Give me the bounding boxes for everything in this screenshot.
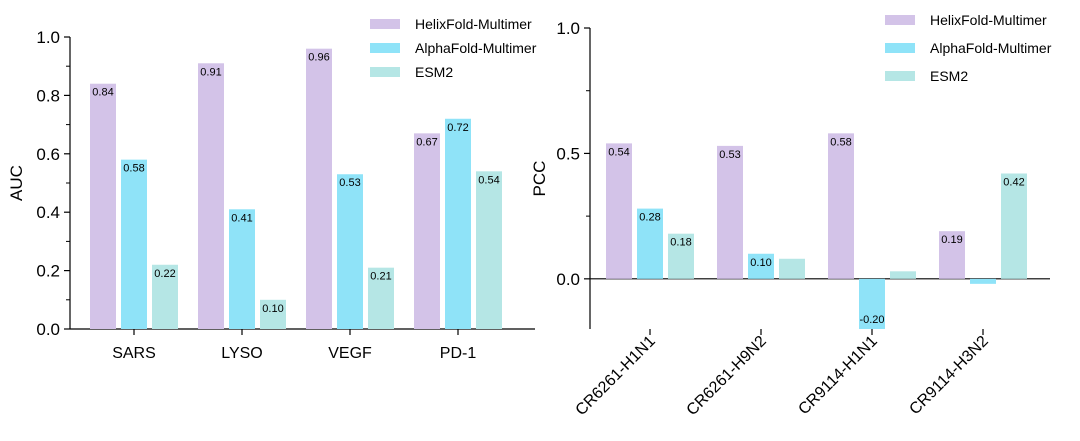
data-label: 0.28	[639, 212, 660, 224]
data-label: 0.67	[416, 136, 437, 148]
bar	[90, 83, 116, 329]
data-label: 0.22	[154, 268, 175, 280]
chart-1: 0.0 0.2 0.4 0.6 0.8 1.0 AUC 0.84 0.58 0.22 SARS 0.9…	[7, 16, 537, 362]
y-tick-label: 1.0	[556, 19, 580, 38]
legend: HelixFold-Multimer AlphaFold-Multimer ESM2	[370, 16, 537, 80]
y-tick-label: 0.4	[36, 203, 60, 222]
data-label: 0.10	[750, 257, 771, 269]
data-label: 0.19	[941, 234, 962, 246]
legend-label: ESM2	[930, 68, 968, 84]
legend-label: ESM2	[415, 64, 453, 80]
data-label: 0.41	[231, 212, 252, 224]
bar	[476, 171, 502, 329]
bar	[121, 159, 147, 329]
data-label: -0.20	[859, 314, 884, 326]
y-tick-label: 0.0	[36, 320, 60, 339]
data-label: 0.42	[1003, 176, 1024, 188]
bar	[717, 145, 743, 279]
bar	[152, 264, 178, 329]
x-tick-label: PD-1	[440, 345, 477, 362]
bar	[414, 133, 440, 329]
legend-swatch	[885, 15, 915, 25]
data-label: 0.54	[608, 146, 629, 158]
y-axis-title: PCC	[530, 161, 549, 197]
bar	[939, 231, 965, 279]
bar	[890, 271, 916, 279]
data-label: 0.53	[339, 177, 360, 189]
bar	[748, 253, 774, 279]
bar	[368, 267, 394, 329]
y-tick-label: 0.0	[556, 270, 580, 289]
bar	[198, 63, 224, 329]
legend-label: AlphaFold-Multimer	[415, 40, 537, 56]
data-label: 0.72	[447, 122, 468, 134]
legend: HelixFold-Multimer AlphaFold-Multimer ESM2	[885, 12, 1052, 84]
data-label: 0.58	[830, 136, 851, 148]
bar	[1001, 173, 1027, 279]
bar	[337, 174, 363, 329]
x-tick-label: CR9114-H3N2	[906, 333, 991, 418]
y-tick-label: 0.5	[556, 144, 580, 163]
y-tick-label: 0.8	[36, 86, 60, 105]
data-label: 0.91	[200, 66, 221, 78]
bar	[779, 258, 805, 279]
bar	[445, 118, 471, 329]
data-label: 0.96	[308, 52, 329, 64]
bar	[859, 278, 885, 329]
x-tick-label: LYSO	[221, 345, 263, 362]
bar	[970, 278, 996, 284]
x-tick-label: SARS	[112, 345, 156, 362]
x-tick-label: CR6261-H1N1	[573, 333, 659, 419]
bar	[828, 133, 854, 279]
data-label: 0.58	[123, 163, 144, 175]
y-tick-label: 0.2	[36, 262, 60, 281]
chart-2: 0.0 0.5 1.0 PCC 0.54 0.28 0.18 CR6261-H1N1 0.53 0…	[530, 12, 1052, 419]
data-label: 0.53	[719, 149, 740, 161]
x-tick-label: CR6261-H9N2	[684, 333, 770, 419]
data-label: 0.18	[670, 237, 691, 249]
bar	[306, 48, 332, 330]
bar	[606, 143, 632, 279]
legend-swatch	[885, 71, 915, 81]
legend-swatch	[370, 43, 400, 53]
legend-swatch	[885, 43, 915, 53]
data-label: 0.84	[92, 87, 113, 99]
x-tick-label: VEGF	[328, 345, 372, 362]
x-tick-label: CR9114-H1N1	[795, 333, 880, 418]
y-axis-title: AUC	[7, 165, 26, 201]
legend-label: HelixFold-Multimer	[415, 16, 532, 32]
bar	[260, 299, 286, 329]
bar	[668, 233, 694, 279]
bar	[229, 209, 255, 329]
legend-swatch	[370, 19, 400, 29]
y-tick-label: 0.6	[36, 145, 60, 164]
legend-swatch	[370, 67, 400, 77]
data-label: 0.21	[370, 271, 391, 283]
data-label: 0.54	[478, 174, 499, 186]
bar	[637, 208, 663, 279]
legend-label: AlphaFold-Multimer	[930, 40, 1052, 56]
y-tick-label: 1.0	[36, 28, 60, 47]
data-label: 0.10	[262, 303, 283, 315]
legend-label: HelixFold-Multimer	[930, 12, 1047, 28]
